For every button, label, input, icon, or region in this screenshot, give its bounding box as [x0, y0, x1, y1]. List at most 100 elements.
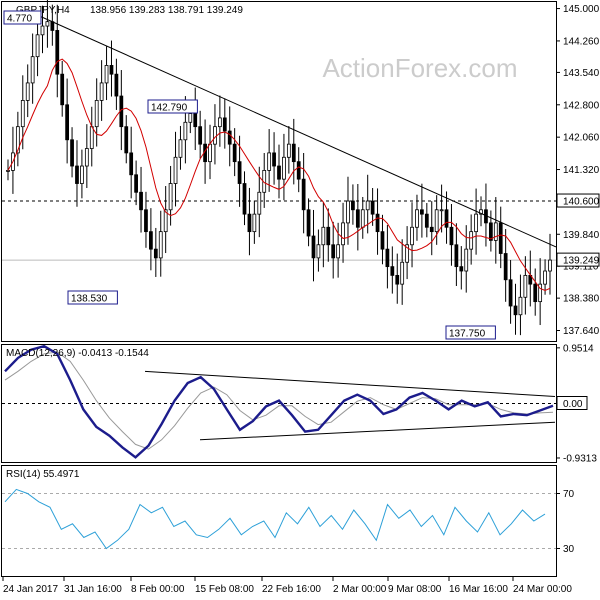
candle-body — [272, 152, 276, 167]
candle-body — [548, 259, 552, 272]
candle-body — [400, 261, 405, 285]
candle-body — [144, 209, 148, 233]
candle-body — [267, 152, 272, 171]
candle-body — [20, 100, 25, 128]
candle-body — [336, 244, 341, 259]
price-axis-label: 143.540 — [563, 68, 600, 79]
time-axis-label: 15 Feb 08:00 — [195, 584, 254, 595]
candle-body — [355, 209, 360, 228]
candle-body — [503, 253, 508, 281]
candle-body — [109, 65, 114, 75]
candle-body — [134, 174, 138, 193]
candle-body — [25, 82, 30, 101]
candle-body — [45, 21, 50, 27]
candle-body — [543, 270, 547, 285]
candle-body — [178, 139, 183, 158]
annotation-label: 4.770 — [7, 14, 32, 25]
rsi-line — [4, 488, 546, 550]
macd-lower-trendline — [199, 421, 556, 441]
candle-body — [370, 200, 375, 215]
time-axis-label: 22 Feb 16:00 — [262, 584, 321, 595]
annotation-box — [3, 10, 42, 25]
candle-body — [70, 139, 74, 167]
macd-upper-trendline — [144, 370, 556, 397]
candle-body — [257, 191, 262, 215]
candle-body — [35, 34, 40, 58]
candle-body — [311, 235, 316, 259]
candle-body — [129, 152, 134, 176]
price-axis-label: 138.380 — [563, 294, 600, 305]
rsi-panel-frame — [1, 465, 557, 577]
macd-signal-line — [4, 351, 554, 450]
candle-body — [316, 244, 321, 259]
rsi-label: RSI(14) 55.4971 — [6, 469, 80, 480]
candle-body — [474, 213, 478, 233]
candle-body — [168, 183, 173, 211]
time-axis-label: 16 Mar 16:00 — [449, 584, 508, 595]
candle-body — [208, 143, 212, 163]
current-price-label-box — [556, 252, 600, 267]
candle-body — [365, 200, 370, 211]
candle-body — [282, 156, 286, 180]
time-axis: 24 Jan 2017 31 Jan 16:00 8 Feb 00:00 15 Feb… — [2, 577, 572, 595]
candle-body — [341, 222, 345, 246]
candle-body — [385, 248, 390, 268]
time-axis-label: 2 Mar 00:00 — [333, 584, 387, 595]
time-axis-label: 8 Feb 00:00 — [131, 584, 185, 595]
candle-body — [326, 226, 331, 246]
price-annotations: 4.770 142.790 138.530 137.750 — [3, 10, 496, 340]
candle-body — [518, 296, 523, 316]
candle-body — [188, 113, 193, 123]
time-axis-label: 24 Jan 2017 — [3, 584, 58, 595]
candle-body — [415, 209, 419, 228]
price-trendline — [27, 10, 557, 248]
candle-body — [173, 156, 178, 184]
candle-body — [301, 178, 306, 211]
candle-body — [193, 113, 198, 128]
candle-body — [434, 209, 439, 233]
candle-body — [124, 126, 129, 154]
candle-body — [139, 191, 143, 211]
candle-body — [395, 274, 400, 285]
price-axis-label: 144.260 — [563, 36, 600, 47]
price-axis: 145.000 144.260 143.540 142.800 142.060 141.3… — [556, 4, 600, 337]
candle-body — [75, 165, 79, 184]
candle-body — [405, 244, 409, 263]
candle-body — [375, 213, 380, 233]
candle-body — [252, 213, 257, 233]
time-axis-label: 24 Mar 00:00 — [513, 584, 572, 595]
candle-body — [94, 100, 99, 128]
annotation-box — [147, 99, 198, 114]
symbol-label: GBPJPY,H4 — [16, 5, 70, 16]
candle-body — [321, 226, 326, 246]
candle-body — [158, 231, 163, 259]
price-panel-frame — [1, 1, 557, 342]
candle-body — [454, 244, 459, 268]
price-axis-label: 142.800 — [563, 100, 600, 111]
time-axis-label: 9 Mar 08:00 — [388, 584, 442, 595]
macd-label: MACD(12,26,9) -0.0413 -0.1544 — [6, 348, 149, 359]
candle-body — [198, 126, 203, 145]
candle-body — [444, 209, 449, 228]
candle-body — [50, 21, 55, 31]
annotation-box — [67, 290, 118, 305]
candle-body — [40, 25, 45, 36]
candle-body — [237, 161, 242, 184]
watermark: ActionForex.com — [322, 53, 517, 83]
candle-body — [15, 126, 20, 154]
price-axis-label: 141.320 — [563, 165, 600, 176]
candle-body — [217, 117, 222, 128]
annotation-box — [445, 325, 496, 340]
candle-body — [533, 283, 538, 303]
candle-body — [429, 226, 434, 233]
candle-body — [227, 130, 232, 145]
candle-body — [513, 305, 518, 316]
candle-body — [89, 126, 94, 149]
time-axis-label: 31 Jan 16:00 — [64, 584, 122, 595]
candle-body — [55, 30, 60, 75]
candle-body — [247, 213, 252, 233]
annotation-label: 137.750 — [449, 329, 486, 340]
current-price-label: 139.249 — [563, 256, 600, 267]
candle-body — [464, 248, 469, 272]
